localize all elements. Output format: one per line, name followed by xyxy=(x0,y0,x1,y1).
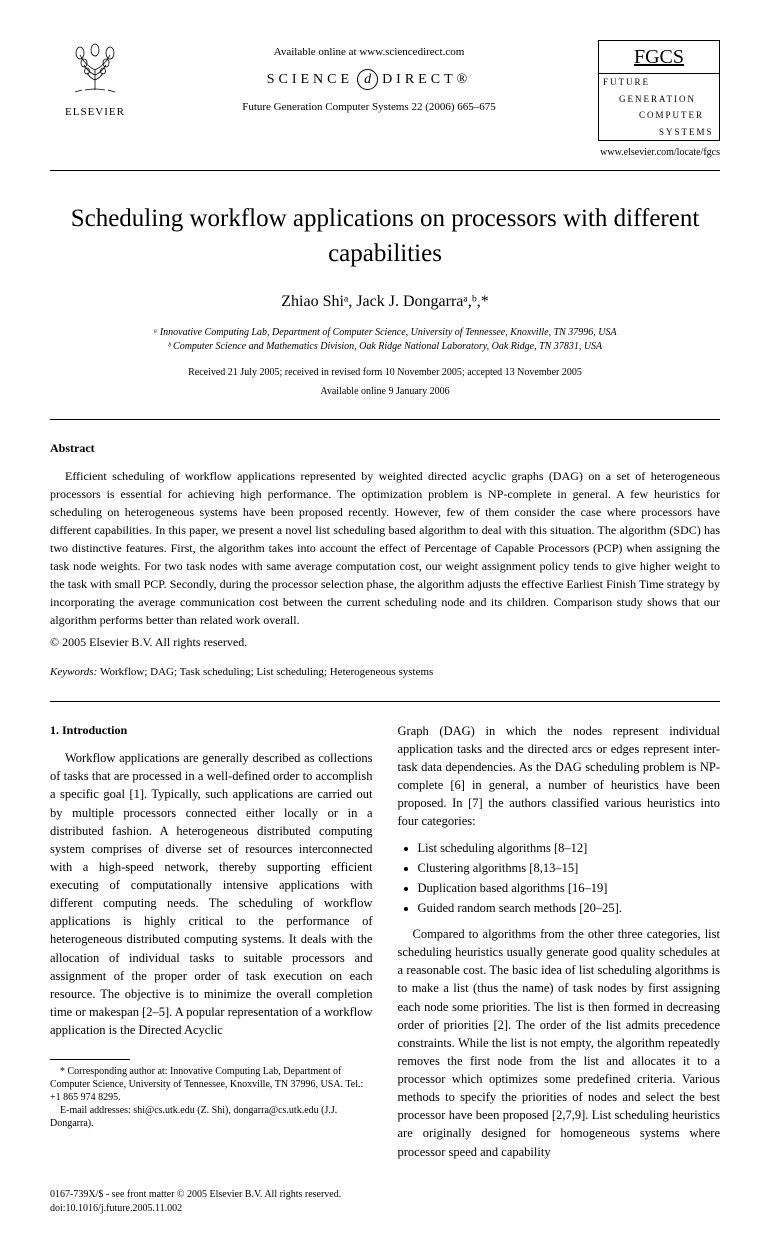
heuristics-list: List scheduling algorithms [8–12] Cluste… xyxy=(398,839,721,918)
fgcs-line1: FUTURE xyxy=(599,74,719,91)
intro-paragraph-1: Workflow applications are generally desc… xyxy=(50,749,373,1039)
publisher-name: ELSEVIER xyxy=(50,105,140,120)
list-item: Clustering algorithms [8,13–15] xyxy=(418,859,721,877)
col2-paragraph-2: Compared to algorithms from the other th… xyxy=(398,925,721,1161)
footer-doi: doi:10.1016/j.future.2005.11.002 xyxy=(50,1202,720,1216)
footnote-corresponding: * Corresponding author at: Innovative Co… xyxy=(50,1065,373,1104)
center-header: Available online at www.sciencedirect.co… xyxy=(140,40,598,115)
footer: 0167-739X/$ - see front matter © 2005 El… xyxy=(50,1188,720,1216)
fgcs-title: FGCS xyxy=(599,41,719,74)
affiliation-a: ᵃ Innovative Computing Lab, Department o… xyxy=(50,326,720,340)
abstract-heading: Abstract xyxy=(50,440,720,457)
fgcs-line3: COMPUTER xyxy=(599,107,719,124)
journal-url: www.elsevier.com/locate/fgcs xyxy=(598,146,720,160)
science-right: DIRECT® xyxy=(382,72,471,87)
fgcs-line4: SYSTEMS xyxy=(599,124,719,141)
keywords-label: Keywords: xyxy=(50,666,97,678)
email-text: E-mail addresses: shi@cs.utk.edu (Z. Shi… xyxy=(50,1105,337,1129)
keywords: Keywords: Workflow; DAG; Task scheduling… xyxy=(50,665,720,680)
footnote-email: E-mail addresses: shi@cs.utk.edu (Z. Shi… xyxy=(50,1104,373,1130)
column-right: Graph (DAG) in which the nodes represent… xyxy=(398,722,721,1163)
at-icon: d xyxy=(357,69,378,90)
affiliations: ᵃ Innovative Computing Lab, Department o… xyxy=(50,326,720,354)
publisher-logo: ELSEVIER xyxy=(50,40,140,120)
col2-paragraph-1: Graph (DAG) in which the nodes represent… xyxy=(398,722,721,831)
footnote-separator xyxy=(50,1059,130,1060)
list-item: Guided random search methods [20–25]. xyxy=(418,899,721,917)
affiliation-b: ᵇ Computer Science and Mathematics Divis… xyxy=(50,340,720,354)
intro-heading: 1. Introduction xyxy=(50,722,373,739)
journal-reference: Future Generation Computer Systems 22 (2… xyxy=(140,100,598,115)
available-date: Available online 9 January 2006 xyxy=(50,385,720,399)
elsevier-tree-icon xyxy=(50,40,140,103)
footer-copyright: 0167-739X/$ - see front matter © 2005 El… xyxy=(50,1188,720,1202)
body-columns: 1. Introduction Workflow applications ar… xyxy=(50,722,720,1163)
science-direct-logo: SCIENCE d DIRECT® xyxy=(140,70,598,90)
header-rule xyxy=(50,170,720,171)
list-item: Duplication based algorithms [16–19] xyxy=(418,879,721,897)
fgcs-container: FGCS FUTURE GENERATION COMPUTER SYSTEMS … xyxy=(598,40,720,160)
abstract-text: Efficient scheduling of workflow applica… xyxy=(50,467,720,629)
column-left: 1. Introduction Workflow applications ar… xyxy=(50,722,373,1163)
copyright: © 2005 Elsevier B.V. All rights reserved… xyxy=(50,634,720,651)
abstract-rule-top xyxy=(50,419,720,420)
fgcs-line2: GENERATION xyxy=(599,91,719,108)
abstract-body: Efficient scheduling of workflow applica… xyxy=(50,469,720,627)
authors: Zhiao Shiᵃ, Jack J. Dongarraᵃ,ᵇ,* xyxy=(50,291,720,313)
received-dates: Received 21 July 2005; received in revis… xyxy=(50,366,720,380)
list-item: List scheduling algorithms [8–12] xyxy=(418,839,721,857)
fgcs-box: FGCS FUTURE GENERATION COMPUTER SYSTEMS xyxy=(598,40,720,141)
available-online-text: Available online at www.sciencedirect.co… xyxy=(140,45,598,60)
header-row: ELSEVIER Available online at www.science… xyxy=(50,40,720,160)
abstract-rule-bottom xyxy=(50,701,720,702)
keywords-text: Workflow; DAG; Task scheduling; List sch… xyxy=(100,666,433,678)
article-title: Scheduling workflow applications on proc… xyxy=(50,201,720,271)
science-left: SCIENCE xyxy=(267,72,353,87)
